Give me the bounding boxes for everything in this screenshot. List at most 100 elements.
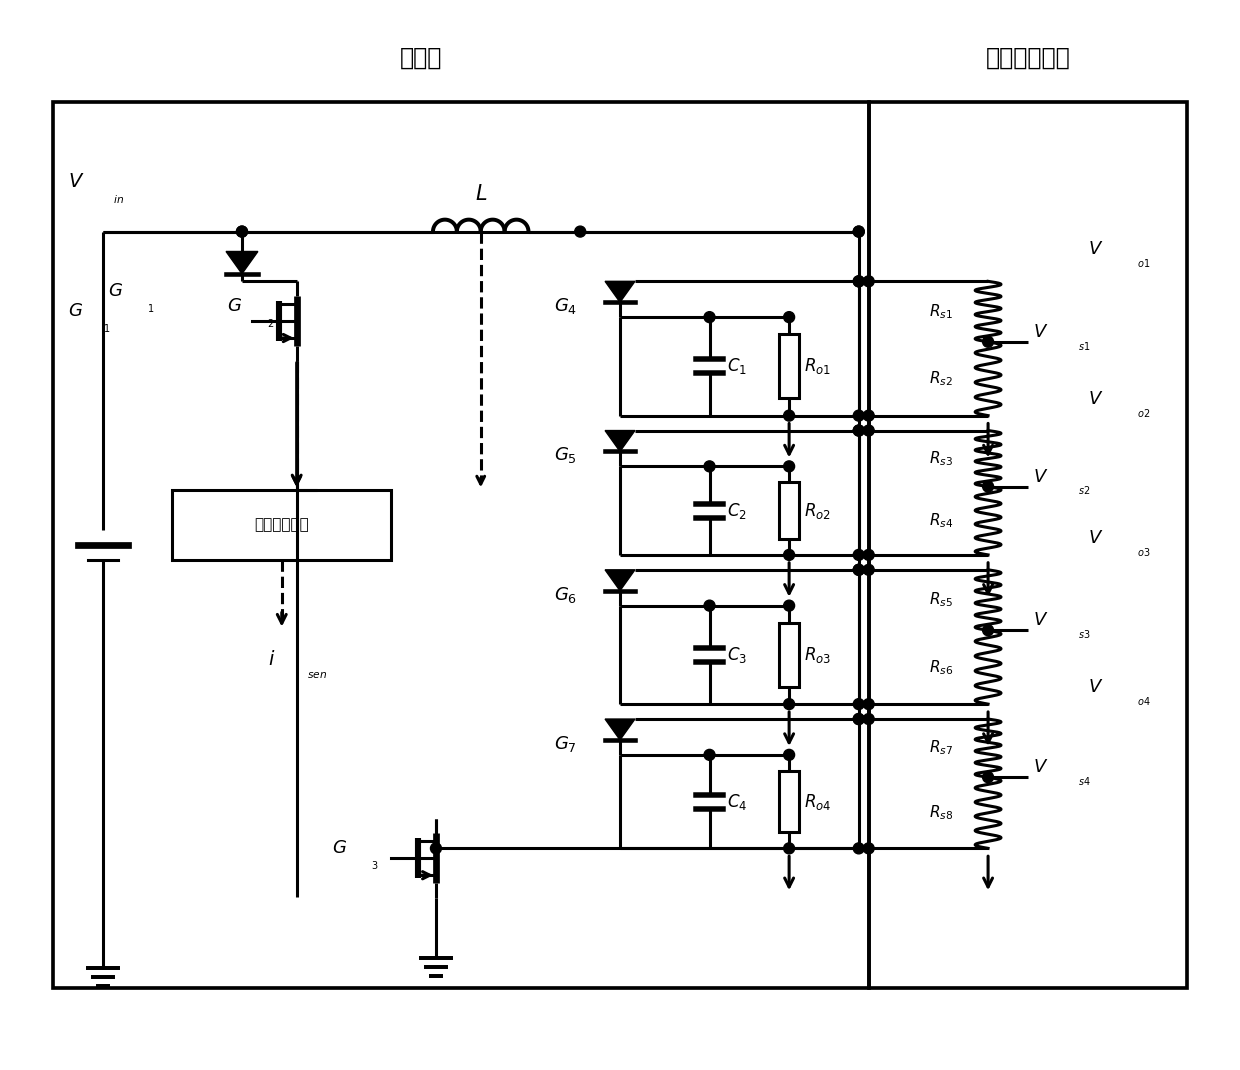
Bar — [172, 490, 391, 560]
Text: $R_{s7}$: $R_{s7}$ — [929, 738, 954, 758]
Circle shape — [784, 600, 795, 611]
Text: $C_2$: $C_2$ — [728, 501, 748, 521]
Text: $_3$: $_3$ — [371, 858, 378, 872]
Circle shape — [853, 564, 864, 576]
Text: $V$: $V$ — [1033, 611, 1048, 629]
Text: $_{o3}$: $_{o3}$ — [1137, 545, 1151, 559]
Bar — [779, 771, 799, 832]
Circle shape — [853, 699, 864, 709]
Circle shape — [853, 564, 864, 576]
Text: $V$: $V$ — [1033, 468, 1048, 486]
Text: $V$: $V$ — [1087, 389, 1102, 408]
Circle shape — [784, 410, 795, 422]
Circle shape — [863, 714, 874, 724]
Circle shape — [853, 226, 864, 238]
Text: $R_{s6}$: $R_{s6}$ — [929, 658, 954, 676]
Circle shape — [784, 461, 795, 472]
Text: $V$: $V$ — [1087, 678, 1102, 697]
Text: $R_{s5}$: $R_{s5}$ — [929, 591, 954, 610]
Polygon shape — [605, 719, 635, 740]
Circle shape — [863, 425, 874, 435]
Circle shape — [784, 749, 795, 761]
Circle shape — [863, 699, 874, 709]
Text: $V$: $V$ — [1033, 323, 1048, 341]
Circle shape — [784, 699, 795, 709]
Circle shape — [853, 410, 864, 422]
Text: $R_{s3}$: $R_{s3}$ — [929, 449, 954, 468]
Circle shape — [704, 461, 715, 472]
Text: $R_{o3}$: $R_{o3}$ — [804, 645, 831, 664]
Text: $G_7$: $G_7$ — [554, 734, 577, 754]
Circle shape — [982, 336, 993, 348]
Text: $_{s4}$: $_{s4}$ — [1078, 775, 1090, 789]
Text: $R_{o4}$: $R_{o4}$ — [804, 792, 831, 812]
Text: $_{s1}$: $_{s1}$ — [1078, 339, 1090, 353]
Circle shape — [853, 276, 864, 287]
Text: $G$: $G$ — [331, 839, 346, 857]
Polygon shape — [605, 570, 635, 591]
Circle shape — [574, 226, 585, 238]
Bar — [869, 103, 1187, 988]
Text: $L$: $L$ — [475, 184, 487, 203]
Circle shape — [704, 600, 715, 611]
Circle shape — [982, 482, 993, 492]
Text: $V$: $V$ — [1087, 241, 1102, 259]
Text: $R_{s2}$: $R_{s2}$ — [930, 369, 954, 388]
Circle shape — [853, 425, 864, 435]
Circle shape — [853, 549, 864, 561]
Circle shape — [853, 714, 864, 724]
Text: $i$: $i$ — [268, 649, 275, 669]
Circle shape — [853, 276, 864, 287]
Text: $_1$: $_1$ — [103, 321, 110, 335]
Text: $G$: $G$ — [227, 297, 242, 316]
Text: $G_5$: $G_5$ — [554, 445, 577, 465]
Circle shape — [784, 549, 795, 561]
Circle shape — [863, 843, 874, 854]
Bar — [779, 334, 799, 398]
Text: $_1$: $_1$ — [148, 301, 155, 316]
Circle shape — [863, 276, 874, 287]
Text: $_{o2}$: $_{o2}$ — [1137, 406, 1151, 419]
Circle shape — [863, 549, 874, 561]
Text: $C_3$: $C_3$ — [728, 645, 748, 664]
Bar — [779, 482, 799, 539]
Text: 电流采样电路: 电流采样电路 — [254, 518, 309, 533]
Circle shape — [853, 714, 864, 724]
Text: 电压采样网络: 电压采样网络 — [986, 46, 1070, 70]
Text: 功率级: 功率级 — [399, 46, 443, 70]
Circle shape — [704, 311, 715, 323]
Circle shape — [430, 843, 441, 854]
Polygon shape — [605, 430, 635, 452]
Text: $C_1$: $C_1$ — [728, 356, 748, 377]
Text: $_{sen}$: $_{sen}$ — [306, 668, 327, 682]
Text: $R_{o2}$: $R_{o2}$ — [804, 501, 831, 521]
Circle shape — [853, 226, 864, 238]
Circle shape — [982, 771, 993, 783]
Text: $R_{o1}$: $R_{o1}$ — [804, 356, 831, 377]
Text: $C_4$: $C_4$ — [728, 792, 748, 812]
Circle shape — [237, 226, 248, 238]
Text: $_{s3}$: $_{s3}$ — [1078, 627, 1090, 641]
Text: $V$: $V$ — [68, 173, 84, 190]
Circle shape — [853, 843, 864, 854]
Text: $_{o4}$: $_{o4}$ — [1137, 694, 1151, 708]
Polygon shape — [605, 281, 635, 302]
Text: $G_4$: $G_4$ — [554, 296, 577, 317]
Text: $_{o1}$: $_{o1}$ — [1137, 257, 1151, 271]
Text: $V$: $V$ — [1087, 529, 1102, 547]
Text: $G$: $G$ — [68, 302, 83, 320]
Text: $G$: $G$ — [108, 282, 123, 301]
Text: $R_{s8}$: $R_{s8}$ — [929, 804, 954, 822]
Polygon shape — [226, 251, 258, 274]
Circle shape — [853, 425, 864, 435]
Circle shape — [863, 564, 874, 576]
Bar — [779, 623, 799, 687]
Circle shape — [784, 311, 795, 323]
Circle shape — [237, 226, 248, 238]
Circle shape — [704, 749, 715, 761]
Text: $_{in}$: $_{in}$ — [113, 192, 124, 205]
Text: $_2$: $_2$ — [267, 316, 274, 331]
Text: $V$: $V$ — [1033, 759, 1048, 777]
Bar — [53, 103, 869, 988]
Text: $G_6$: $G_6$ — [554, 584, 577, 605]
